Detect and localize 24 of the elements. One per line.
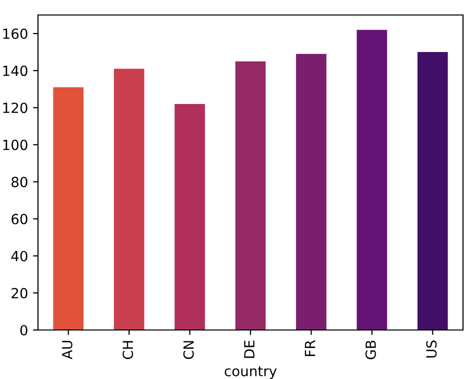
y-tick-label: 0 [20,324,28,336]
x-tick-label: DE [244,340,254,358]
bar [417,52,448,330]
bar [53,87,84,330]
x-tick-label: US [426,340,437,358]
y-tick-label: 100 [3,140,28,150]
x-tick-label: GB [365,340,376,360]
x-tick-label: FR [304,340,316,356]
y-tick-label: 140 [3,66,28,76]
bar [356,30,388,330]
y-tick-label: 40 [11,250,28,262]
x-axis-title: country [224,366,277,379]
bar [296,54,326,330]
bar [114,68,144,330]
y-tick-label: 60 [12,214,28,224]
x-tick-label: AU [62,340,72,360]
y-tick-label: 20 [12,288,28,298]
x-tick-label: CN [183,341,194,360]
y-tick-label: 120 [3,102,28,114]
y-tick-label: 80 [12,176,28,188]
bar [174,104,205,330]
bar [235,61,266,330]
y-tick-label: 160 [3,28,28,40]
x-tick-label: CH [122,341,134,360]
